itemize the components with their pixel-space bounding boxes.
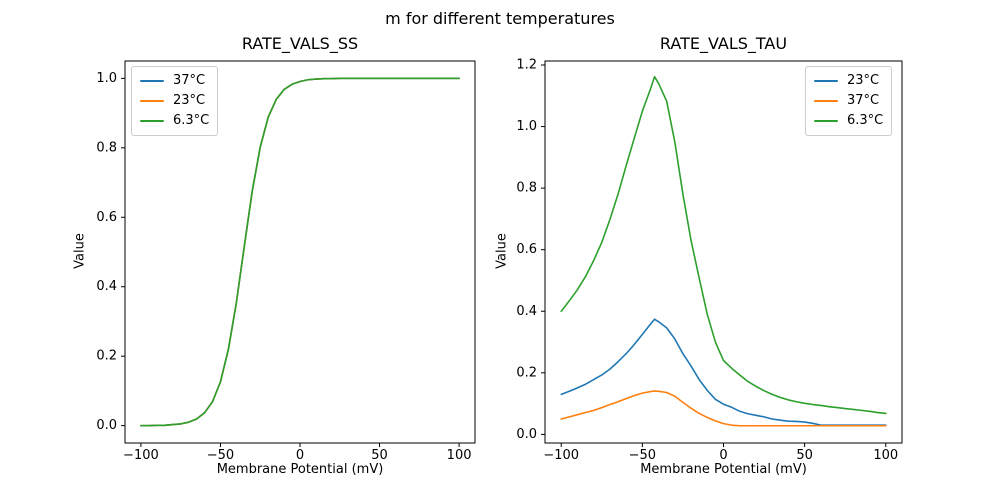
legend-entry: 23°C [140, 91, 209, 111]
legend-entry: 6.3°C [814, 111, 883, 131]
legend-entry: 37°C [814, 91, 883, 111]
legend-entry: 6.3°C [140, 111, 209, 131]
x-tick-label: 100 [873, 448, 898, 463]
left-plot-title: RATE_VALS_SS [241, 34, 359, 53]
series-line-6.3°C [140, 77, 460, 427]
y-tick-label: 0.4 [96, 279, 117, 294]
y-tick-label: 0.4 [516, 304, 537, 319]
right-plot-xlabel: Membrane Potential (mV) [640, 462, 807, 477]
legend-label: 23°C [847, 73, 880, 88]
x-tick-label: 0 [719, 448, 727, 463]
x-tick-label: −100 [543, 448, 579, 463]
legend-entry: 37°C [140, 71, 209, 91]
y-tick-label: 0.0 [516, 427, 537, 442]
series-line-23°C [560, 318, 887, 426]
left-plot-xlabel: Membrane Potential (mV) [216, 462, 384, 477]
legend-line-swatch [140, 119, 164, 123]
x-tick-label: 0 [296, 448, 304, 463]
y-tick-label: 1.0 [516, 119, 537, 134]
legend-label: 37°C [847, 93, 880, 108]
series-line-37°C [560, 390, 887, 427]
x-tick-label: 50 [796, 448, 813, 463]
x-tick-label: −100 [123, 448, 159, 463]
x-tick-label: −50 [207, 448, 234, 463]
legend-label: 23°C [173, 93, 206, 108]
legend-label: 37°C [173, 73, 206, 88]
series-line-6.3°C [560, 75, 887, 415]
legend-entry: 23°C [814, 71, 883, 91]
y-tick-label: 0.8 [96, 140, 117, 155]
y-tick-label: 0.6 [96, 210, 117, 225]
y-tick-label: 1.2 [516, 58, 537, 73]
y-tick-label: 0.0 [96, 418, 117, 433]
right-plot-legend: 23°C 37°C 6.3°C [805, 66, 893, 136]
legend-label: 6.3°C [847, 113, 884, 128]
x-tick-label: 100 [447, 448, 472, 463]
x-tick-label: 50 [371, 448, 388, 463]
legend-line-swatch [814, 119, 838, 123]
right-plot-title: RATE_VALS_TAU [659, 34, 788, 53]
legend-line-swatch [140, 79, 164, 83]
legend-line-swatch [140, 99, 164, 103]
y-tick-label: 0.2 [516, 365, 537, 380]
legend-line-swatch [814, 99, 838, 103]
y-tick-label: 0.2 [96, 349, 117, 364]
legend-label: 6.3°C [173, 113, 210, 128]
figure-title: m for different temperatures [385, 9, 615, 28]
y-tick-label: 0.6 [516, 242, 537, 257]
y-tick-label: 0.8 [516, 181, 537, 196]
left-plot-legend: 37°C 23°C 6.3°C [131, 66, 219, 136]
right-plot-ylabel: Value [494, 233, 510, 269]
left-plot-ylabel: Value [72, 233, 88, 269]
legend-line-swatch [814, 79, 838, 83]
y-tick-label: 1.0 [96, 71, 117, 86]
x-tick-label: −50 [629, 448, 656, 463]
